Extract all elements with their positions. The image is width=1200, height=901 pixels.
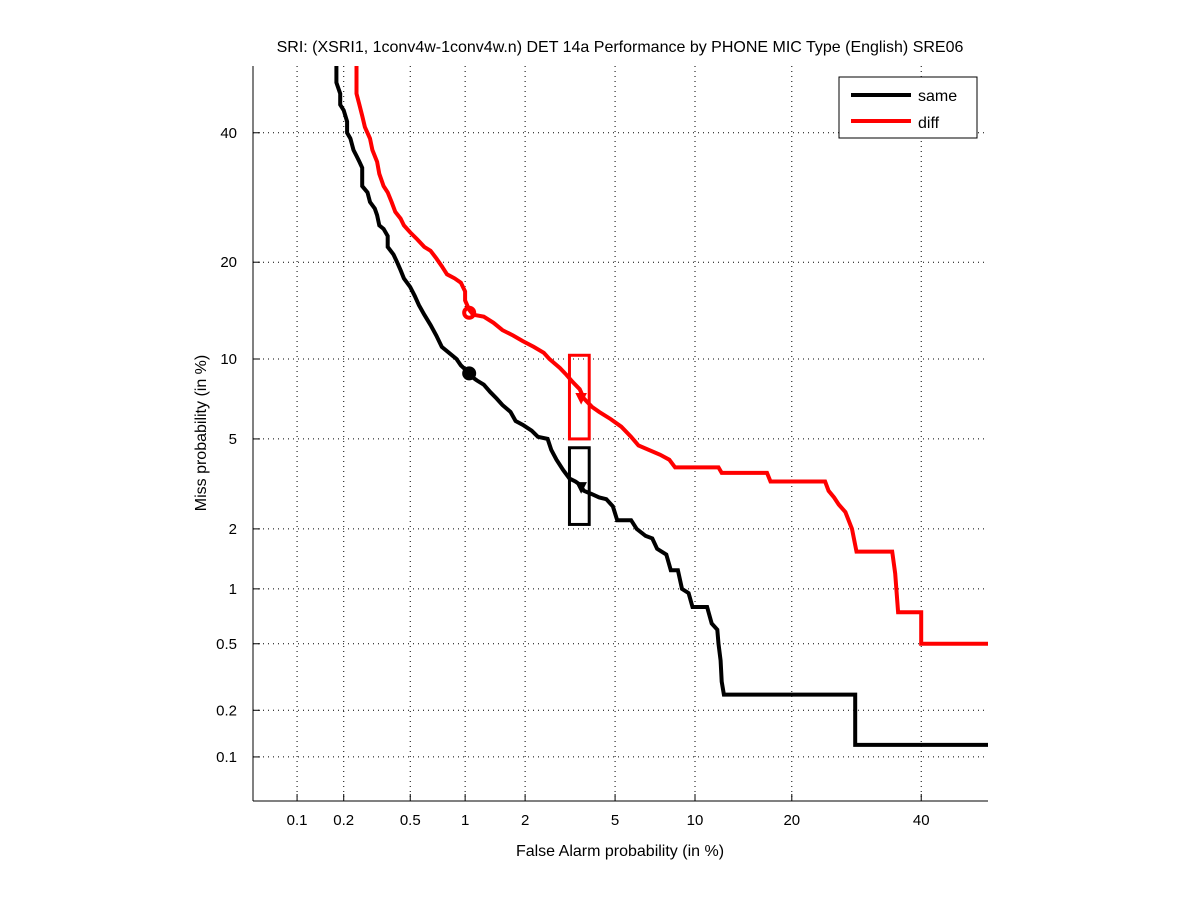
x-tick-label: 0.2	[333, 812, 354, 829]
legend-label-diff: diff	[918, 115, 940, 132]
x-tick-label: 0.1	[287, 812, 308, 829]
markers-layer	[462, 305, 591, 526]
y-tick-label: 20	[220, 254, 237, 271]
series-line-same	[334, 66, 988, 747]
y-tick-label: 0.2	[216, 702, 237, 719]
x-tick-label: 1	[461, 812, 469, 829]
series-layer	[334, 66, 988, 747]
min-dcf-marker-same	[462, 366, 477, 381]
x-tick-label: 20	[783, 812, 800, 829]
x-axis-label: False Alarm probability (in %)	[516, 843, 724, 860]
x-ticks: 0.1 0.2 0.5 1 2 5 10 20 40	[287, 794, 930, 829]
y-ticks: 0.1 0.2 0.5 1 2 5 10 20 40	[216, 125, 260, 766]
y-tick-label: 0.1	[216, 749, 237, 766]
y-tick-label: 5	[229, 431, 237, 448]
confidence-box-diff	[567, 353, 591, 441]
legend: same diff	[838, 76, 978, 139]
legend-label-same: same	[918, 88, 957, 105]
axes	[252, 66, 988, 802]
confidence-box-same	[567, 446, 591, 526]
x-tick-label: 2	[521, 812, 529, 829]
x-tick-label: 0.5	[400, 812, 421, 829]
series-line-diff	[354, 66, 988, 646]
y-axis-label: Miss probability (in %)	[193, 355, 210, 511]
y-tick-label: 1	[229, 581, 237, 598]
y-tick-label: 2	[229, 521, 237, 538]
min-dcf-marker-diff	[462, 305, 477, 320]
y-tick-label: 10	[220, 351, 237, 368]
x-tick-label: 10	[687, 812, 704, 829]
x-tick-label: 40	[913, 812, 930, 829]
legend-box	[838, 76, 978, 139]
actual-dcf-marker-same	[575, 482, 587, 494]
chart-title: SRI: (XSRI1, 1conv4w-1conv4w.n) DET 14a …	[277, 39, 964, 56]
y-tick-label: 40	[220, 125, 237, 142]
x-tick-label: 5	[611, 812, 619, 829]
actual-dcf-marker-diff	[575, 392, 587, 405]
y-tick-label: 0.5	[216, 636, 237, 653]
